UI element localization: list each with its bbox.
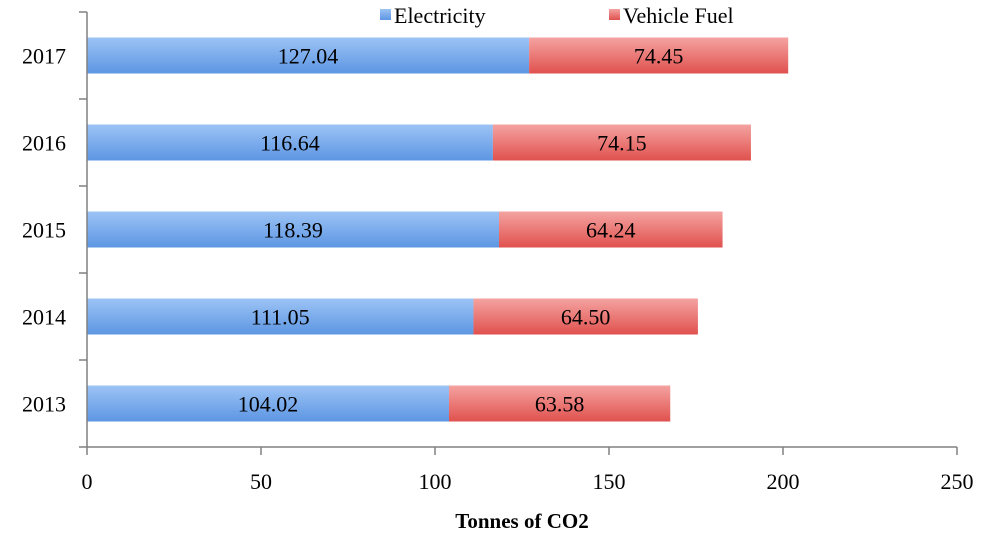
y-tick-label: 2014: [22, 305, 66, 330]
y-tick-label: 2015: [22, 218, 66, 243]
legend-swatch-electricity: [380, 9, 391, 20]
bar-vehicle-fuel-2014: [473, 298, 698, 335]
data-label: 74.45: [634, 44, 684, 69]
bar-electricity-2013: [87, 385, 449, 422]
bar-electricity-2014: [87, 298, 474, 335]
y-tick-label: 2016: [22, 131, 66, 156]
y-tick-label: 2013: [22, 392, 66, 417]
data-label: 116.64: [260, 131, 320, 156]
data-label: 111.05: [251, 305, 310, 330]
data-label: 118.39: [263, 218, 323, 243]
bar-electricity-2015: [87, 211, 499, 248]
x-tick-label: 50: [250, 469, 272, 494]
axes-group: [86, 12, 957, 448]
data-label: 63.58: [535, 392, 585, 417]
bar-vehicle-fuel-2013: [448, 385, 671, 422]
bar-electricity-2016: [87, 124, 493, 161]
bar-vehicle-fuel-2017: [529, 37, 789, 74]
x-tick-label: 200: [767, 469, 800, 494]
legend: Electricity Vehicle Fuel: [380, 3, 734, 28]
bar-vehicle-fuel-2015: [498, 211, 723, 248]
x-tick-label: 150: [593, 469, 626, 494]
legend-label: Electricity: [394, 3, 486, 28]
x-tick-label: 100: [419, 469, 452, 494]
data-label: 64.50: [561, 305, 611, 330]
data-label: 127.04: [278, 44, 339, 69]
legend-swatch-vehicle-fuel: [609, 9, 620, 20]
legend-label: Vehicle Fuel: [623, 3, 734, 28]
bars-group: 104.02 63.58 111.05 64.50 118.39 64.24 116.64 7…: [87, 37, 789, 422]
data-label: 74.15: [597, 131, 647, 156]
data-label: 64.24: [586, 218, 636, 243]
ticks-group: 2013 2014 2015 2016 2017 0 50 100 150 200 250: [22, 11, 974, 494]
bar-vehicle-fuel-2016: [492, 124, 751, 161]
data-label: 104.02: [238, 392, 299, 417]
x-tick-label: 0: [82, 469, 93, 494]
x-tick-label: 250: [941, 469, 974, 494]
bar-electricity-2017: [87, 37, 530, 74]
y-tick-label: 2017: [22, 44, 66, 69]
x-axis-title: Tonnes of CO2: [455, 509, 588, 533]
